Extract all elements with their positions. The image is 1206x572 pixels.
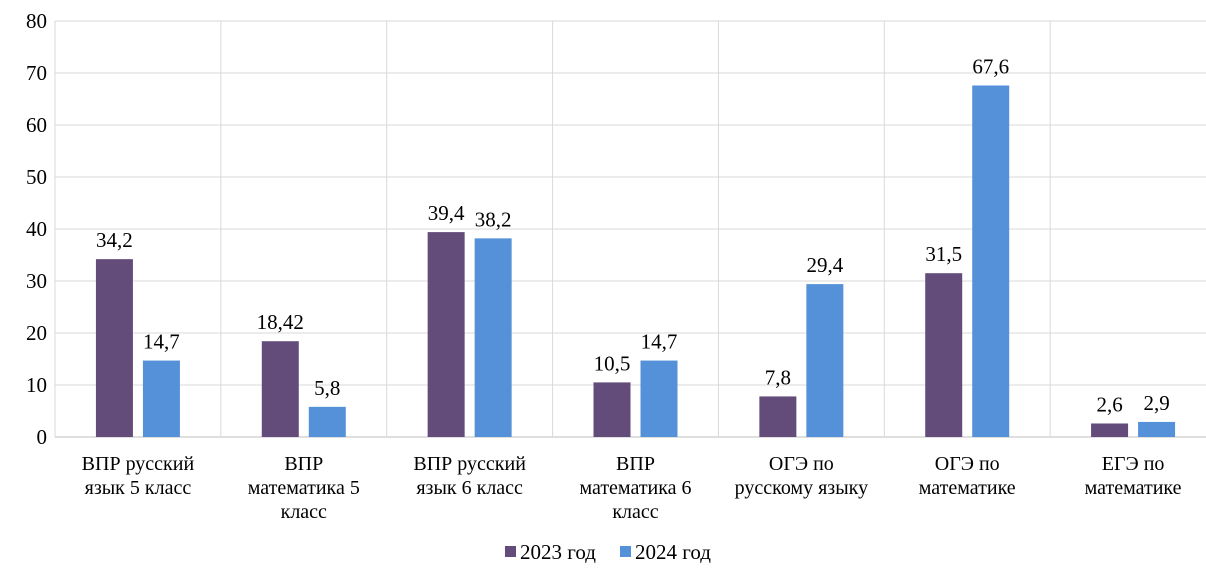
y-tick-label: 70 (26, 61, 47, 85)
bar (142, 360, 180, 437)
y-tick-label: 10 (26, 373, 47, 397)
bar (925, 273, 963, 437)
x-tick-label: ОГЭ по (935, 453, 1000, 475)
bar (261, 341, 299, 437)
x-tick-label: ЕГЭ по (1102, 453, 1165, 475)
y-tick-label: 0 (37, 425, 48, 449)
x-tick-label: ВПР русский (413, 453, 526, 475)
bar (806, 284, 844, 437)
data-label: 2,9 (1143, 391, 1169, 415)
data-label: 2,6 (1096, 392, 1122, 416)
data-label: 10,5 (594, 351, 631, 375)
x-tick-label: ВПР русский (82, 453, 195, 475)
legend-swatch (505, 546, 516, 557)
data-label: 14,7 (143, 330, 180, 354)
y-axis: 0 10 20 30 40 50 60 70 80 (26, 9, 47, 449)
bar (759, 396, 797, 437)
y-tick-label: 20 (26, 321, 47, 345)
data-label: 39,4 (428, 201, 465, 225)
data-label: 67,6 (972, 54, 1009, 78)
bars (95, 85, 1176, 437)
x-tick-label: русскому языку (735, 477, 868, 499)
x-tick-label: математика 6 (579, 477, 691, 499)
legend-swatch (620, 546, 631, 557)
bar (640, 360, 678, 437)
y-tick-label: 60 (26, 113, 47, 137)
bar (95, 259, 133, 437)
x-tick-label: математике (919, 477, 1016, 499)
data-label: 5,8 (314, 376, 340, 400)
bar (308, 406, 346, 437)
data-label: 38,2 (475, 207, 512, 231)
bar (1138, 421, 1176, 437)
y-tick-label: 40 (26, 217, 47, 241)
x-tick-label: математика 5 (248, 477, 360, 499)
x-tick-label: класс (612, 501, 658, 523)
y-tick-label: 30 (26, 269, 47, 293)
y-tick-label: 80 (26, 9, 47, 33)
x-tick-label: ВПР (616, 453, 655, 475)
y-tick-label: 50 (26, 165, 47, 189)
bar (427, 232, 465, 437)
data-label: 14,7 (641, 330, 678, 354)
x-tick-label: класс (281, 501, 327, 523)
data-label: 7,8 (765, 365, 791, 389)
legend: 2023 год 2024 год (505, 540, 711, 564)
legend-label: 2023 год (520, 540, 596, 564)
data-label: 31,5 (925, 242, 962, 266)
bar (972, 85, 1010, 437)
data-label: 29,4 (806, 253, 843, 277)
x-tick-label: ВПР (284, 453, 323, 475)
bar (593, 382, 631, 437)
gridlines (54, 20, 1206, 438)
data-label: 34,2 (96, 228, 133, 252)
x-tick-label: язык 5 класс (85, 477, 192, 499)
bar (1091, 423, 1129, 437)
x-tick-label: ОГЭ по (769, 453, 834, 475)
legend-label: 2024 год (635, 540, 711, 564)
bar (474, 238, 512, 437)
x-tick-label: язык 6 класс (416, 477, 523, 499)
data-label: 18,42 (257, 310, 304, 334)
data-labels: 34,2 14,7 18,42 5,8 39,4 38,2 10,5 14,7 7,8 29,4 3… (96, 54, 1170, 416)
x-tick-label: математике (1085, 477, 1182, 499)
